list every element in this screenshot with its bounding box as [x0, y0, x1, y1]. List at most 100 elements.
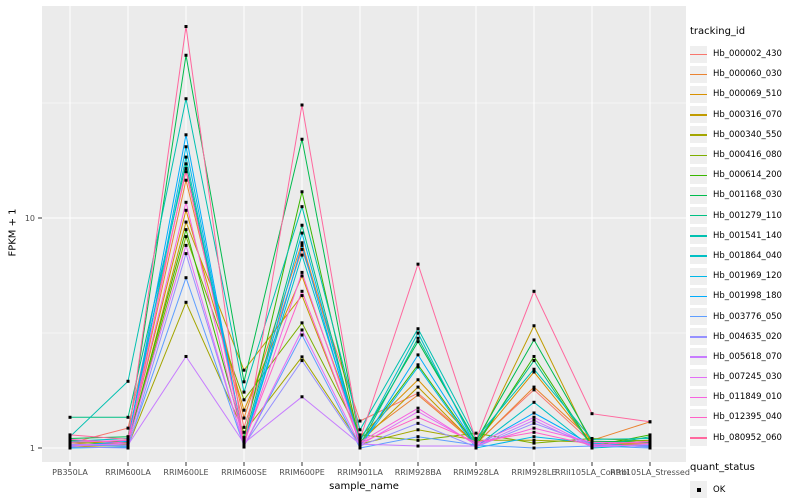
data-point	[416, 428, 420, 432]
legend-key-swatch	[690, 408, 707, 426]
data-point	[68, 435, 72, 439]
legend-item: Hb_000060_030	[690, 64, 800, 84]
data-point	[532, 354, 536, 358]
data-point	[416, 365, 420, 369]
data-point	[184, 354, 188, 358]
x-tick-label: RRIM928LE	[511, 468, 556, 477]
legend-item: Hb_012395_040	[690, 407, 800, 427]
x-tick-label: RRIM928BA	[395, 468, 442, 477]
legend-item-label: Hb_000614_200	[713, 170, 782, 181]
data-point	[300, 321, 304, 325]
data-point	[648, 439, 652, 443]
legend-item: Hb_007245_030	[690, 367, 800, 387]
data-point	[68, 440, 72, 444]
data-point	[184, 276, 188, 280]
data-point	[300, 223, 304, 227]
data-point	[242, 390, 246, 394]
black-square-point-icon	[696, 487, 701, 492]
x-tick-label: RRII105LA_Stressed	[610, 468, 690, 477]
legend-key-swatch	[690, 45, 707, 63]
legend-item-label: Hb_001998_180	[713, 291, 782, 302]
legend-item: Hb_001541_140	[690, 226, 800, 246]
data-point	[300, 289, 304, 293]
data-point	[242, 445, 246, 449]
quant-status-item: OK	[690, 480, 800, 500]
data-point	[532, 385, 536, 389]
data-point	[416, 353, 420, 357]
legend-item: Hb_000416_080	[690, 145, 800, 165]
data-point	[590, 440, 594, 444]
data-point	[126, 441, 130, 445]
data-point	[242, 416, 246, 420]
legend-item-label: Hb_004635_020	[713, 331, 782, 342]
data-point	[416, 421, 420, 425]
data-point	[532, 441, 536, 445]
data-point	[126, 426, 130, 430]
legend-item: Hb_000614_200	[690, 165, 800, 185]
data-point	[532, 411, 536, 415]
data-point	[242, 440, 246, 444]
legend-key-swatch	[690, 328, 707, 346]
legend-key-swatch	[690, 126, 707, 144]
data-point	[416, 331, 420, 335]
data-point	[532, 367, 536, 371]
data-point	[648, 433, 652, 437]
legend-item: Hb_000316_070	[690, 105, 800, 125]
data-point	[184, 170, 188, 174]
legend-line-icon	[690, 194, 707, 197]
data-point	[184, 97, 188, 101]
legend-key-swatch	[690, 65, 707, 83]
legend-key-swatch	[690, 227, 707, 245]
legend-line-icon	[690, 437, 707, 439]
x-tick-label: RRIM600SE	[221, 468, 267, 477]
legend-line-icon	[690, 275, 707, 278]
legend-line-icon	[690, 134, 707, 136]
data-point	[532, 388, 536, 392]
data-point	[126, 415, 130, 419]
legend-line-icon	[690, 154, 707, 156]
data-point	[416, 327, 420, 331]
data-point	[126, 443, 130, 447]
data-point	[358, 435, 362, 439]
data-point	[300, 359, 304, 363]
data-point	[358, 443, 362, 447]
data-point	[532, 446, 536, 450]
x-tick-label: RRIM600PE	[279, 468, 325, 477]
legend-key-swatch	[690, 85, 707, 103]
legend-line-icon	[690, 93, 707, 96]
data-point	[416, 340, 420, 344]
shape-legend-title: quant_status	[690, 461, 755, 473]
data-point	[300, 270, 304, 274]
legend-line-icon	[690, 376, 707, 378]
data-point	[532, 421, 536, 425]
data-point	[300, 243, 304, 247]
quant-status-label: OK	[713, 484, 726, 495]
data-point	[416, 406, 420, 410]
legend-line-icon	[690, 336, 707, 338]
data-point	[532, 324, 536, 328]
data-point	[648, 435, 652, 439]
legend-item: Hb_001864_040	[690, 246, 800, 266]
legend-key-swatch	[690, 247, 707, 265]
data-point	[532, 438, 536, 442]
color-legend-items: Hb_000002_430 Hb_000060_030 Hb_000069_510 H…	[690, 44, 800, 448]
data-point	[416, 378, 420, 382]
data-point	[532, 370, 536, 374]
data-point	[184, 145, 188, 149]
data-point	[300, 137, 304, 141]
x-tick-label: RRIM901LA	[337, 468, 383, 477]
y-tick-label: 10	[25, 214, 35, 223]
y-tick-label: 1	[30, 444, 35, 453]
data-point	[300, 395, 304, 399]
data-point	[474, 431, 478, 435]
data-point	[358, 433, 362, 437]
x-tick-label: RRIM928LA	[453, 468, 499, 477]
legend-item-label: Hb_001864_040	[713, 250, 782, 261]
legend-line-icon	[690, 316, 707, 318]
data-point	[648, 443, 652, 447]
legend-key-swatch	[690, 106, 707, 124]
data-point	[242, 436, 246, 440]
data-point	[300, 241, 304, 245]
legend-item: Hb_080952_060	[690, 428, 800, 448]
